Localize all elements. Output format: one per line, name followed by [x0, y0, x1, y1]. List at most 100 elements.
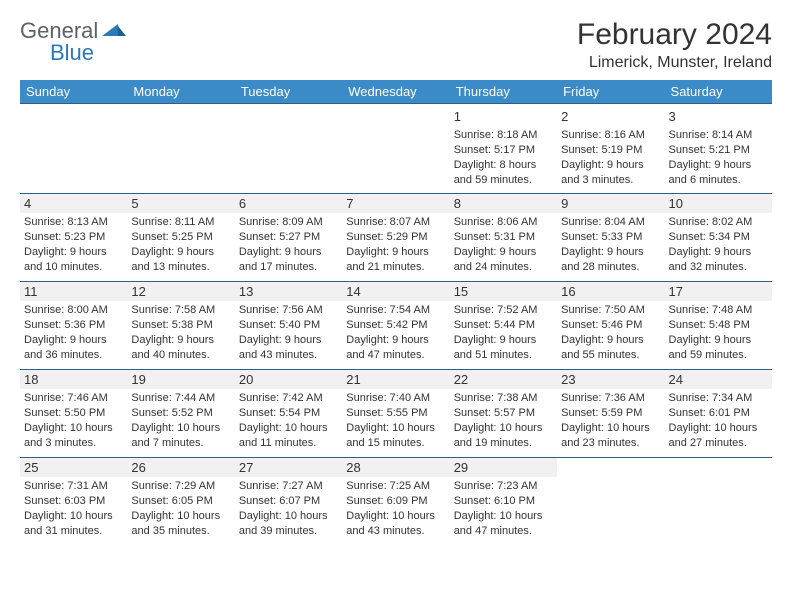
sunset-text: Sunset: 5:34 PM [669, 230, 768, 245]
daylight-text-2: and 40 minutes. [131, 348, 230, 363]
sunset-text: Sunset: 5:40 PM [239, 318, 338, 333]
sunrise-text: Sunrise: 8:11 AM [131, 215, 230, 230]
daylight-text-1: Daylight: 9 hours [561, 158, 660, 173]
calendar-table: Sunday Monday Tuesday Wednesday Thursday… [20, 80, 772, 546]
sunrise-text: Sunrise: 7:27 AM [239, 479, 338, 494]
sunset-text: Sunset: 5:36 PM [24, 318, 123, 333]
calendar-cell-empty [20, 104, 127, 194]
sunset-text: Sunset: 5:25 PM [131, 230, 230, 245]
daylight-text-1: Daylight: 9 hours [561, 245, 660, 260]
daylight-text-2: and 31 minutes. [24, 524, 123, 539]
calendar-cell: 24Sunrise: 7:34 AMSunset: 6:01 PMDayligh… [665, 370, 772, 458]
day-sun-info: Sunrise: 7:36 AMSunset: 5:59 PMDaylight:… [561, 391, 660, 450]
day-sun-info: Sunrise: 7:46 AMSunset: 5:50 PMDaylight:… [24, 391, 123, 450]
daylight-text-2: and 59 minutes. [454, 173, 553, 188]
daylight-text-1: Daylight: 10 hours [131, 421, 230, 436]
dow-sunday: Sunday [20, 80, 127, 104]
day-number: 3 [669, 107, 768, 126]
sunrise-text: Sunrise: 8:14 AM [669, 128, 768, 143]
sunset-text: Sunset: 5:27 PM [239, 230, 338, 245]
calendar-cell: 19 Sunrise: 7:44 AMSunset: 5:52 PMDayligh… [127, 370, 234, 458]
daylight-text-2: and 3 minutes. [561, 173, 660, 188]
month-title: February 2024 [577, 18, 772, 52]
title-block: February 2024 Limerick, Munster, Ireland [577, 18, 772, 72]
logo: General Blue [20, 18, 140, 68]
day-number: 2 [561, 107, 660, 126]
day-number: 23 [557, 370, 664, 389]
daylight-text-2: and 28 minutes. [561, 260, 660, 275]
sunrise-text: Sunrise: 8:04 AM [561, 215, 660, 230]
dow-wednesday: Wednesday [342, 80, 449, 104]
daylight-text-2: and 24 minutes. [454, 260, 553, 275]
day-sun-info: Sunrise: 7:54 AMSunset: 5:42 PMDaylight:… [346, 303, 445, 362]
day-sun-info: Sunrise: 8:16 AMSunset: 5:19 PMDaylight:… [561, 128, 660, 187]
daylight-text-2: and 39 minutes. [239, 524, 338, 539]
sunrise-text: Sunrise: 7:44 AM [131, 391, 230, 406]
day-sun-info: Sunrise: 8:07 AMSunset: 5:29 PMDaylight:… [346, 215, 445, 274]
day-sun-info: Sunrise: 7:34 AMSunset: 6:01 PMDaylight:… [669, 391, 768, 450]
calendar-row: 1Sunrise: 8:18 AMSunset: 5:17 PMDaylight… [20, 104, 772, 194]
daylight-text-1: Daylight: 10 hours [669, 421, 768, 436]
daylight-text-2: and 21 minutes. [346, 260, 445, 275]
daylight-text-1: Daylight: 9 hours [669, 333, 768, 348]
daylight-text-1: Daylight: 9 hours [239, 333, 338, 348]
dow-saturday: Saturday [665, 80, 772, 104]
sunrise-text: Sunrise: 7:31 AM [24, 479, 123, 494]
daylight-text-1: Daylight: 10 hours [454, 509, 553, 524]
day-sun-info: Sunrise: 7:23 AMSunset: 6:10 PMDaylight:… [454, 479, 553, 538]
calendar-cell: 27Sunrise: 7:27 AMSunset: 6:07 PMDayligh… [235, 458, 342, 546]
day-number: 27 [235, 458, 342, 477]
day-number: 13 [235, 282, 342, 301]
day-sun-info: Sunrise: 8:06 AMSunset: 5:31 PMDaylight:… [454, 215, 553, 274]
calendar-cell: 16Sunrise: 7:50 AMSunset: 5:46 PMDayligh… [557, 282, 664, 370]
sunrise-text: Sunrise: 7:58 AM [131, 303, 230, 318]
daylight-text-2: and 19 minutes. [454, 436, 553, 451]
day-number: 14 [342, 282, 449, 301]
calendar-cell: 26Sunrise: 7:29 AMSunset: 6:05 PMDayligh… [127, 458, 234, 546]
day-number: 19 [127, 370, 234, 389]
day-sun-info: Sunrise: 7:25 AMSunset: 6:09 PMDaylight:… [346, 479, 445, 538]
calendar-cell: 14 Sunrise: 7:54 AMSunset: 5:42 PMDayligh… [342, 282, 449, 370]
daylight-text-2: and 59 minutes. [669, 348, 768, 363]
sunrise-text: Sunrise: 8:16 AM [561, 128, 660, 143]
sunset-text: Sunset: 5:17 PM [454, 143, 553, 158]
day-sun-info: Sunrise: 7:50 AMSunset: 5:46 PMDaylight:… [561, 303, 660, 362]
dow-header-row: Sunday Monday Tuesday Wednesday Thursday… [20, 80, 772, 104]
calendar-cell-empty [342, 104, 449, 194]
sunrise-text: Sunrise: 7:54 AM [346, 303, 445, 318]
daylight-text-2: and 47 minutes. [346, 348, 445, 363]
day-number: 20 [235, 370, 342, 389]
dow-tuesday: Tuesday [235, 80, 342, 104]
calendar-cell: 11Sunrise: 8:00 AMSunset: 5:36 PMDayligh… [20, 282, 127, 370]
calendar-cell: 23 Sunrise: 7:36 AMSunset: 5:59 PMDayligh… [557, 370, 664, 458]
calendar-cell: 5Sunrise: 8:11 AMSunset: 5:25 PMDaylight… [127, 194, 234, 282]
daylight-text-2: and 3 minutes. [24, 436, 123, 451]
calendar-cell: 15Sunrise: 7:52 AMSunset: 5:44 PMDayligh… [450, 282, 557, 370]
day-number: 22 [450, 370, 557, 389]
sunrise-text: Sunrise: 7:50 AM [561, 303, 660, 318]
daylight-text-1: Daylight: 9 hours [454, 245, 553, 260]
sunset-text: Sunset: 5:52 PM [131, 406, 230, 421]
calendar-cell-empty [665, 458, 772, 546]
day-sun-info: Sunrise: 7:29 AMSunset: 6:05 PMDaylight:… [131, 479, 230, 538]
day-number: 7 [342, 194, 449, 213]
calendar-row: 4Sunrise: 8:13 AMSunset: 5:23 PMDaylight… [20, 194, 772, 282]
sunrise-text: Sunrise: 8:02 AM [669, 215, 768, 230]
daylight-text-1: Daylight: 10 hours [131, 509, 230, 524]
day-number: 28 [342, 458, 449, 477]
calendar-cell: 28 Sunrise: 7:25 AMSunset: 6:09 PMDayligh… [342, 458, 449, 546]
sunset-text: Sunset: 5:54 PM [239, 406, 338, 421]
daylight-text-2: and 15 minutes. [346, 436, 445, 451]
calendar-cell: 8Sunrise: 8:06 AMSunset: 5:31 PMDaylight… [450, 194, 557, 282]
day-sun-info: Sunrise: 8:04 AMSunset: 5:33 PMDaylight:… [561, 215, 660, 274]
day-number: 11 [20, 282, 127, 301]
dow-monday: Monday [127, 80, 234, 104]
daylight-text-2: and 43 minutes. [239, 348, 338, 363]
sunrise-text: Sunrise: 7:34 AM [669, 391, 768, 406]
sunset-text: Sunset: 5:55 PM [346, 406, 445, 421]
sunrise-text: Sunrise: 7:25 AM [346, 479, 445, 494]
sunset-text: Sunset: 5:29 PM [346, 230, 445, 245]
daylight-text-2: and 17 minutes. [239, 260, 338, 275]
sunset-text: Sunset: 6:10 PM [454, 494, 553, 509]
day-number: 1 [454, 107, 553, 126]
